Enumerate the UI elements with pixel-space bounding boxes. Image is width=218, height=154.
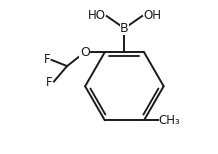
Text: O: O <box>80 46 90 59</box>
Text: B: B <box>120 22 129 35</box>
Text: F: F <box>43 53 50 66</box>
Text: OH: OH <box>143 9 161 22</box>
Text: CH₃: CH₃ <box>159 114 181 127</box>
Text: F: F <box>46 76 52 89</box>
Text: HO: HO <box>88 9 106 22</box>
